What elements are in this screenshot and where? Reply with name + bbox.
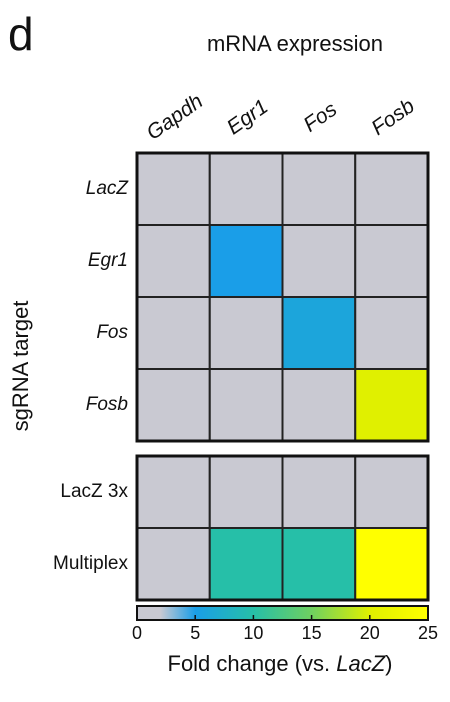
heatmap-cell [136,296,211,370]
x-tick-label: 25 [418,623,438,643]
heatmap-cell [208,368,284,442]
heatmap-cell [136,224,211,298]
colorbar [136,605,429,621]
heatmap-cell [136,152,211,226]
column-label: Fos [299,97,341,136]
heatmap-cell [208,455,284,529]
row-label: Fosb [86,394,128,415]
heatmap-cell [136,368,211,442]
heatmap-cell [208,527,284,601]
heatmap-cell [136,527,211,601]
row-label: Multiplex [53,553,128,574]
row-label: LacZ [86,178,130,199]
column-label: Fosb [367,94,419,140]
y-axis-label: sgRNA target [8,301,33,432]
heatmap-cell [354,296,429,370]
panel-label: d [8,8,34,60]
heatmap-cell [354,527,429,601]
heatmap-cell [281,296,357,370]
heatmap-cell [281,224,357,298]
x-tick-label: 0 [132,623,142,643]
heatmap-cell [354,455,429,529]
column-label: Gapdh [142,90,207,145]
heatmap-cell [354,368,429,442]
colorbar-label: Fold change (vs. LacZ) [168,651,393,676]
row-label: LacZ 3x [60,481,128,502]
heatmap-cell [208,152,284,226]
heatmap-cell [281,527,357,601]
x-tick-label: 10 [243,623,263,643]
x-tick-label: 15 [302,623,322,643]
colorbar-label-part: LacZ [336,651,386,676]
heatmap-cell [136,455,211,529]
heatmap-cell [354,152,429,226]
heatmap-cell [354,224,429,298]
heatmap-cell [208,296,284,370]
panel-border [135,151,430,443]
heatmap-cell [281,455,357,529]
heatmap-cell [208,224,284,298]
colorbar-label-part: Fold change (vs. [168,651,337,676]
colorbar-label-part: ) [385,651,392,676]
heatmap-cell [281,152,357,226]
column-label: Egr1 [223,95,273,139]
chart-title: mRNA expression [207,31,383,56]
x-tick-label: 20 [360,623,380,643]
heatmap-cell [281,368,357,442]
row-label: Fos [96,322,128,343]
panel-border [135,454,430,602]
row-label: Egr1 [88,250,128,271]
x-tick-label: 5 [190,623,200,643]
